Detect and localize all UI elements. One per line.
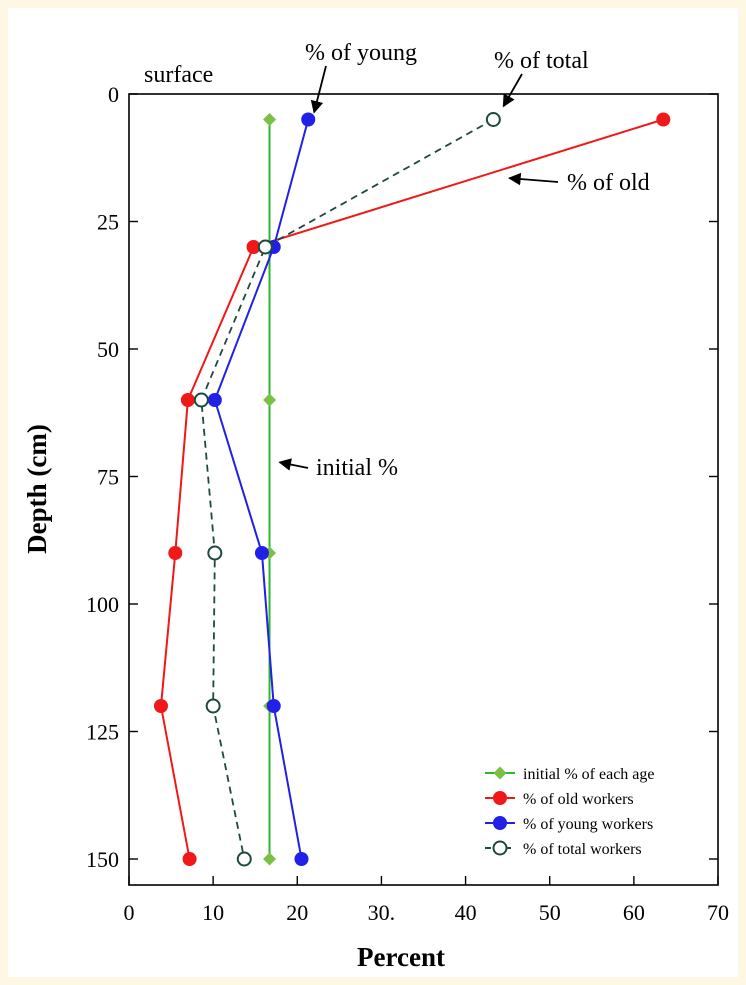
x-tick-label: 70: [707, 900, 729, 925]
legend: initial % of each age % of old workers % o…: [485, 766, 655, 858]
data-point-old: [153, 699, 168, 713]
annotation-old-arrow: [508, 172, 559, 186]
x-axis-ticks: 0 10 20 30. 40 50 60 70: [124, 876, 729, 925]
data-point-initial: [263, 393, 277, 407]
x-tick-label: 20: [286, 900, 308, 925]
depth-profile-chart: 0 25 50 75 100 125 150 0 10 20 30. 40 50 60 70 surfac…: [22, 40, 729, 972]
y-tick-label: 75: [97, 465, 119, 490]
x-axis-label: Percent: [357, 942, 445, 972]
data-point-total: [193, 392, 209, 408]
x-tick-label: 30.: [368, 900, 396, 925]
data-point-young: [207, 393, 222, 407]
y-tick-label: 150: [86, 847, 119, 872]
x-tick-label: 40: [455, 900, 477, 925]
legend-marker-total: [492, 840, 508, 856]
data-point-initial: [263, 113, 277, 126]
data-point-young: [301, 112, 316, 127]
data-point-initial: [263, 852, 277, 866]
legend-label-initial: initial % of each age: [523, 766, 655, 783]
series-layer: [153, 112, 671, 867]
legend-marker-young: [493, 816, 507, 830]
x-tick-label: 50: [539, 900, 561, 925]
annotation-initial: initial %: [316, 455, 398, 481]
data-point-old: [180, 393, 195, 407]
legend-marker-old: [493, 791, 507, 805]
data-point-total: [257, 239, 273, 255]
data-point-old: [656, 112, 671, 127]
data-point-young: [254, 546, 269, 560]
annotation-total-arrow: [502, 73, 523, 108]
y-tick-label: 0: [108, 82, 119, 107]
y-tick-label: 100: [86, 592, 119, 617]
data-point-young: [266, 699, 281, 713]
data-point-total: [236, 851, 252, 867]
annotation-surface: surface: [144, 62, 213, 88]
annotation-total: % of total: [494, 48, 589, 74]
plot-area: [128, 93, 719, 886]
series-line-young: [213, 119, 310, 860]
data-point-old: [246, 240, 261, 254]
y-tick-label: 125: [86, 720, 119, 745]
x-tick-label: 0: [124, 900, 135, 925]
annotation-old: % of old: [567, 170, 650, 196]
annotation-young: % of young: [305, 40, 417, 66]
annotation-young-arrow: [310, 65, 327, 114]
legend-marker-initial: [493, 766, 507, 780]
data-point-young: [294, 852, 309, 866]
series-line-old: [159, 118, 664, 860]
data-point-total: [205, 698, 221, 714]
data-point-total: [207, 545, 223, 561]
legend-label-young: % of young workers: [523, 816, 653, 833]
annotation-layer: surface % of young % of total % of old initi…: [144, 40, 650, 481]
annotation-initial-arrow: [278, 458, 309, 471]
series-old: [153, 112, 671, 866]
figure: 0 25 50 75 100 125 150 0 10 20 30. 40 50 60 70 surfac…: [8, 8, 738, 977]
x-tick-label: 10: [202, 900, 224, 925]
data-point-old: [168, 546, 183, 560]
y-axis-label: Depth (cm): [22, 424, 52, 554]
data-point-total: [485, 112, 501, 127]
data-point-old: [182, 852, 197, 866]
data-point-initial: [263, 546, 277, 560]
series-line-total: [200, 118, 494, 860]
y-axis-ticks: 0 25 50 75 100 125 150: [86, 82, 718, 872]
series-total: [193, 112, 501, 867]
y-tick-label: 25: [97, 210, 119, 235]
y-tick-label: 50: [97, 337, 119, 362]
x-tick-label: 60: [623, 900, 645, 925]
series-young: [207, 112, 316, 866]
legend-label-total: % of total workers: [523, 841, 642, 858]
legend-label-old: % of old workers: [523, 791, 634, 808]
